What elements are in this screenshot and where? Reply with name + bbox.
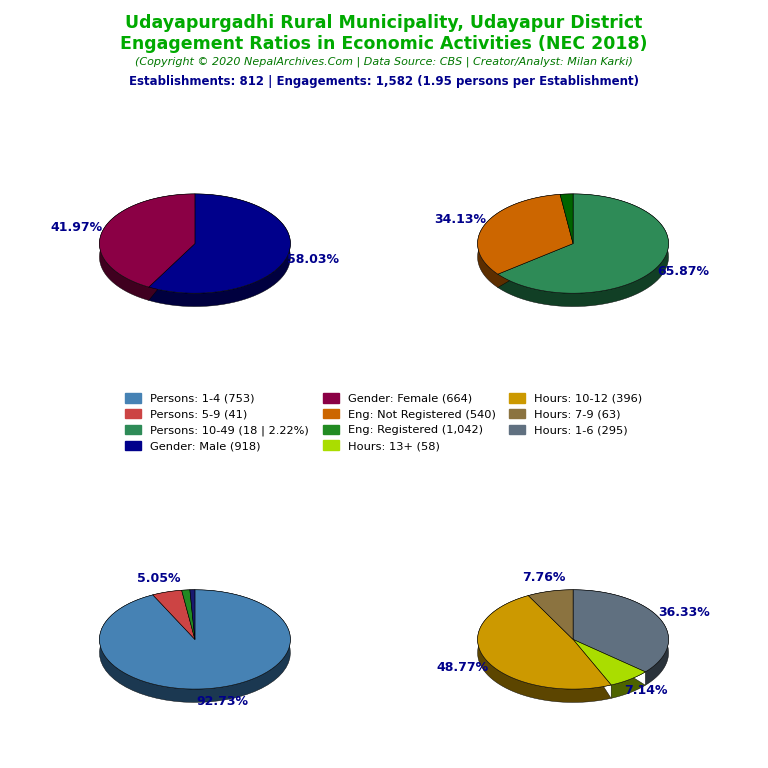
Polygon shape xyxy=(149,194,290,293)
Text: 36.33%: 36.33% xyxy=(658,607,710,620)
Polygon shape xyxy=(478,194,573,287)
Legend: Persons: 1-4 (753), Persons: 5-9 (41), Persons: 10-49 (18 | 2.22%), Gender: Male: Persons: 1-4 (753), Persons: 5-9 (41), P… xyxy=(125,393,643,452)
Polygon shape xyxy=(528,590,573,640)
Polygon shape xyxy=(498,194,669,306)
Polygon shape xyxy=(153,591,195,640)
Polygon shape xyxy=(100,590,290,703)
Text: 7.14%: 7.14% xyxy=(624,684,667,697)
Text: 65.87%: 65.87% xyxy=(657,265,709,278)
Polygon shape xyxy=(498,194,669,293)
Text: 92.73%: 92.73% xyxy=(197,695,249,708)
Text: Udayapurgadhi Rural Municipality, Udayapur District: Udayapurgadhi Rural Municipality, Udayap… xyxy=(125,14,643,31)
Polygon shape xyxy=(478,595,611,689)
Polygon shape xyxy=(560,194,573,243)
Polygon shape xyxy=(573,640,645,685)
Text: 41.97%: 41.97% xyxy=(51,221,103,234)
Text: 5.05%: 5.05% xyxy=(137,572,180,585)
Text: 48.77%: 48.77% xyxy=(437,660,489,674)
Polygon shape xyxy=(573,640,645,698)
Text: 7.76%: 7.76% xyxy=(522,571,565,584)
Polygon shape xyxy=(182,590,195,640)
Polygon shape xyxy=(99,590,290,689)
Text: 58.03%: 58.03% xyxy=(287,253,339,266)
Polygon shape xyxy=(478,194,573,274)
Polygon shape xyxy=(99,194,195,300)
Text: Establishments: 812 | Engagements: 1,582 (1.95 persons per Establishment): Establishments: 812 | Engagements: 1,582… xyxy=(129,75,639,88)
Text: Engagement Ratios in Economic Activities (NEC 2018): Engagement Ratios in Economic Activities… xyxy=(121,35,647,52)
Polygon shape xyxy=(149,194,290,306)
Polygon shape xyxy=(573,590,669,685)
Polygon shape xyxy=(528,590,573,640)
Polygon shape xyxy=(153,591,195,640)
Polygon shape xyxy=(182,590,195,640)
Polygon shape xyxy=(560,194,573,243)
Polygon shape xyxy=(190,590,195,640)
Polygon shape xyxy=(190,590,195,640)
Text: (Copyright © 2020 NepalArchives.Com | Data Source: CBS | Creator/Analyst: Milan : (Copyright © 2020 NepalArchives.Com | Da… xyxy=(135,57,633,68)
Polygon shape xyxy=(99,194,195,287)
Text: 34.13%: 34.13% xyxy=(434,214,486,226)
Polygon shape xyxy=(573,590,669,672)
Polygon shape xyxy=(478,595,611,703)
